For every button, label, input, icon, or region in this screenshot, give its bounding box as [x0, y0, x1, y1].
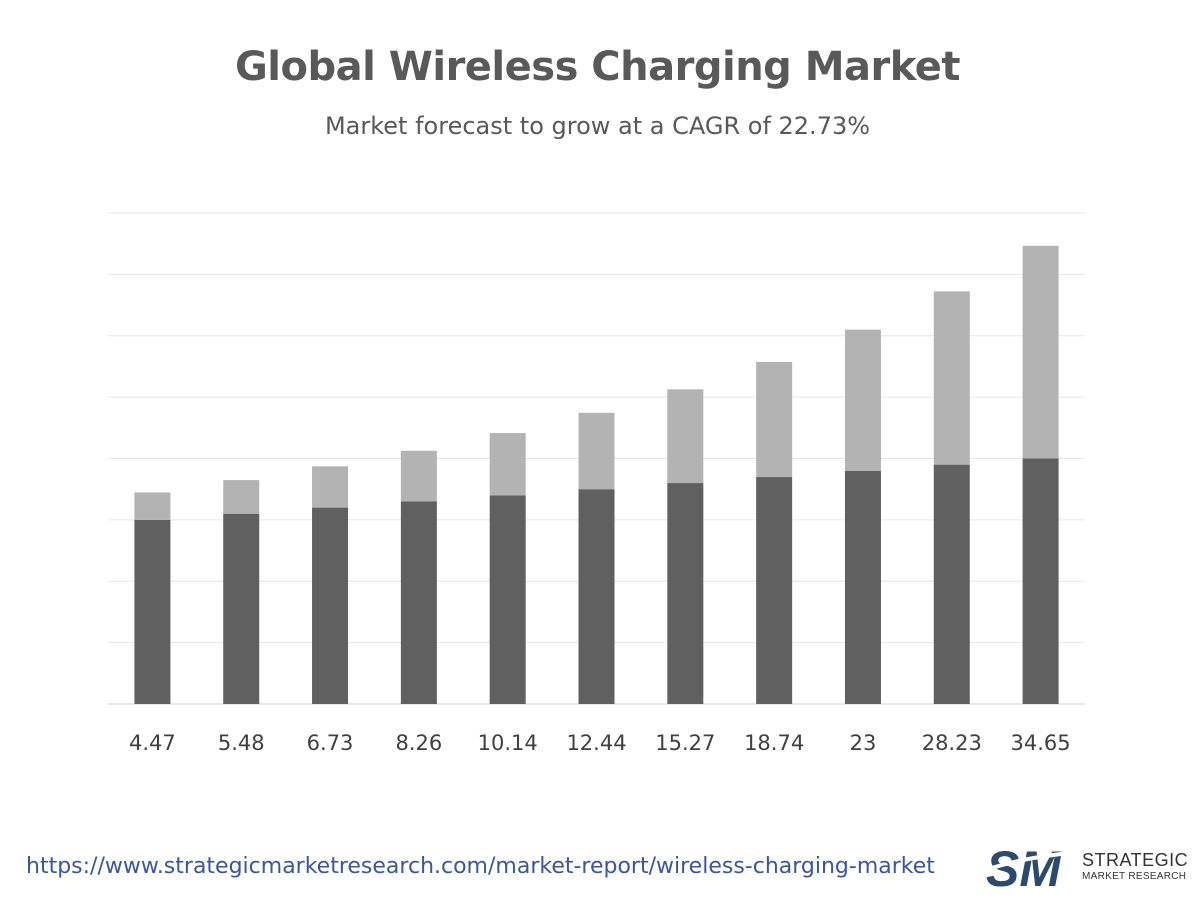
bar-base-segment [844, 470, 881, 704]
bar-value-segment [667, 389, 704, 484]
bar-base-segment [400, 501, 437, 704]
logo-line-2: MARKET RESEARCH [1082, 871, 1187, 882]
bar-base-segment [134, 519, 171, 704]
bar-value-segment [578, 412, 615, 490]
x-tick-label: 12.44 [566, 731, 626, 755]
bar-value-segment [1022, 245, 1059, 459]
x-tick-label: 6.73 [307, 731, 354, 755]
logo-swoosh [985, 850, 1077, 872]
x-tick-label: 8.26 [395, 731, 442, 755]
bar-value-segment [756, 361, 793, 477]
x-tick-label: 10.14 [478, 731, 538, 755]
company-logo: SM [985, 842, 1077, 894]
bar-base-segment [312, 507, 349, 704]
x-tick-label: 23 [850, 731, 877, 755]
chart-subtitle: Market forecast to grow at a CAGR of 22.… [324, 112, 871, 140]
chart-title: Global Wireless Charging Market [234, 44, 961, 90]
bar-base-segment [223, 513, 260, 704]
x-tick-label: 15.27 [655, 731, 715, 755]
x-tick-label: 4.47 [129, 731, 176, 755]
x-tick-label: 18.74 [744, 731, 804, 755]
bar-base-segment [578, 489, 615, 704]
x-tick-label: 28.23 [922, 731, 982, 755]
bar-value-segment [134, 492, 171, 520]
bar-value-segment [844, 329, 881, 471]
logo-mark: SM [986, 842, 1062, 894]
bar-value-segment [933, 291, 970, 465]
bar-value-segment [489, 433, 526, 496]
x-tick-label: 5.48 [218, 731, 265, 755]
bar-value-segment [312, 466, 349, 508]
source-url[interactable]: https://www.strategicmarketresearch.com/… [26, 854, 935, 879]
bar-value-segment [400, 450, 437, 502]
logo-wordmark: STRATEGIC MARKET RESEARCH [1082, 850, 1188, 884]
bar-base-segment [1022, 458, 1059, 704]
x-tick-labels: 4.47 5.48 6.73 8.26 10.14 12.44 15.27 18.74 23 28… [129, 731, 1071, 755]
bars [134, 245, 1059, 704]
bar-base-segment [933, 464, 970, 704]
x-tick-label: 34.65 [1011, 731, 1071, 755]
logo-line-1: STRATEGIC [1082, 850, 1189, 870]
bar-base-segment [756, 476, 793, 704]
bar-value-segment [223, 480, 260, 514]
bar-base-segment [667, 483, 704, 704]
bar-base-segment [489, 495, 526, 704]
